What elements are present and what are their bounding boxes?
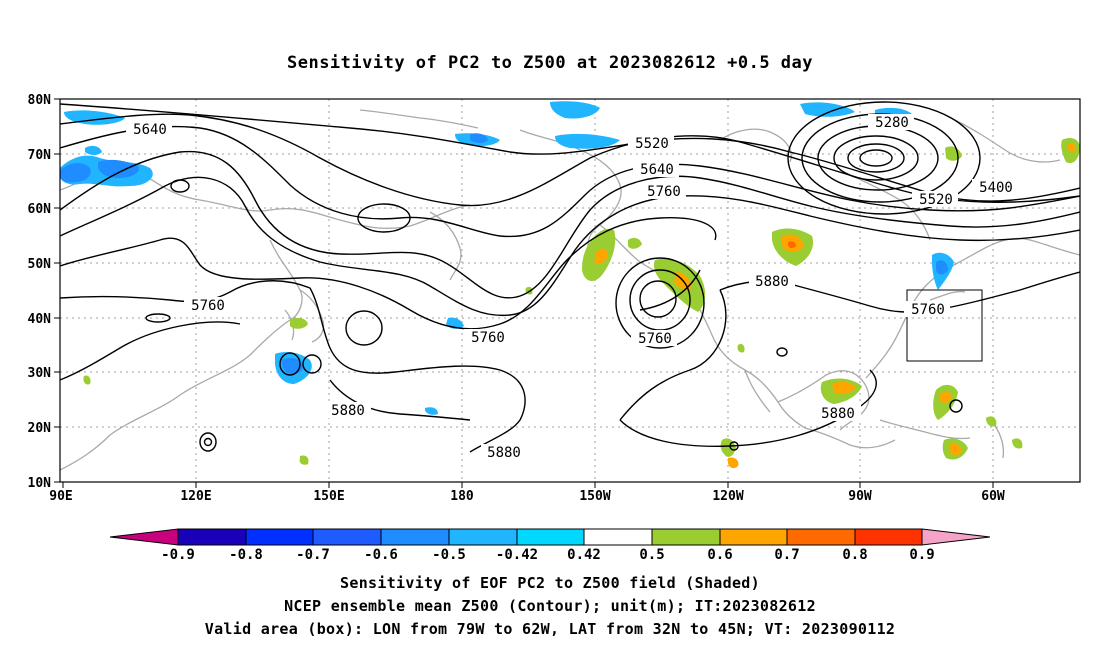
lat-label: 10N: [28, 476, 52, 491]
colorbar-segment: [651, 528, 721, 546]
map-panel: 5640 5520 5640 5760 5280 5400 5520 5760 …: [28, 93, 1081, 504]
colorbar-segment: [177, 528, 247, 546]
colorbar-tick: 0.8: [842, 547, 867, 563]
lat-label: 30N: [28, 366, 52, 381]
colorbar-segment: [245, 528, 314, 546]
colorbar-right-triangle: [921, 528, 991, 546]
contour-label: 5520: [635, 136, 669, 152]
map-border: [59, 98, 1081, 483]
colorbar-tick: -0.42: [496, 547, 538, 563]
colorbar-segment: [583, 528, 653, 546]
contour-label: 5640: [133, 122, 167, 138]
colorbar-segment: [380, 528, 450, 546]
caption-line-3: Valid area (box): LON from 79W to 62W, L…: [205, 620, 895, 638]
lat-label: 80N: [28, 93, 52, 108]
contour-label: 5760: [647, 184, 681, 200]
caption-line-2: NCEP ensemble mean Z500 (Contour); unit(…: [284, 597, 816, 615]
contour-label: 5880: [487, 445, 521, 461]
colorbar-tick-labels: -0.9 -0.8 -0.7 -0.6 -0.5 -0.42 0.42 0.5 …: [161, 547, 935, 563]
colorbar-tick: -0.9: [161, 547, 195, 563]
contour-label: 5880: [755, 274, 789, 290]
contour-labels: 5640 5520 5640 5760 5280 5400 5520 5760 …: [126, 114, 1018, 461]
lon-label: 120E: [180, 489, 211, 504]
colorbar-tick: 0.9: [909, 547, 934, 563]
colorbar-tick: 0.7: [774, 547, 799, 563]
colorbar-tick: 0.5: [639, 547, 664, 563]
colorbar-segment: [719, 528, 788, 546]
lon-label: 90W: [848, 489, 872, 504]
contour-label: 5760: [638, 331, 672, 347]
contour-label: 5400: [979, 180, 1013, 196]
contour-label: 5760: [911, 302, 945, 318]
negative-sensitivity-shading: [60, 101, 954, 415]
lon-label: 150W: [579, 489, 610, 504]
lon-label: 120W: [712, 489, 743, 504]
contour-label: 5880: [821, 406, 855, 422]
contour-label: 5760: [471, 330, 505, 346]
contour-label: 5760: [191, 298, 225, 314]
lat-label: 40N: [28, 312, 52, 327]
lon-label: 180: [450, 489, 474, 504]
z500-contours: [60, 103, 1080, 453]
valid-area-box: [906, 289, 983, 362]
colorbar-left-triangle: [109, 528, 179, 546]
colorbar-tick: 0.42: [567, 547, 601, 563]
lon-label: 90E: [49, 489, 72, 504]
lon-label: 150E: [313, 489, 344, 504]
lon-label: 60W: [981, 489, 1005, 504]
colorbar-tick: 0.6: [707, 547, 732, 563]
lat-label: 20N: [28, 421, 52, 436]
colorbar-tick: -0.8: [229, 547, 263, 563]
lat-label: 50N: [28, 257, 52, 272]
colorbar: -0.9 -0.8 -0.7 -0.6 -0.5 -0.42 0.42 0.5 …: [109, 528, 991, 563]
colorbar-tick: -0.6: [364, 547, 398, 563]
contour-label: 5280: [875, 115, 909, 131]
caption-line-1: Sensitivity of EOF PC2 to Z500 field (Sh…: [340, 574, 760, 592]
colorbar-segment: [786, 528, 856, 546]
colorbar-segment: [516, 528, 585, 546]
axis-ticks: [54, 98, 994, 488]
colorbar-tick: -0.5: [432, 547, 466, 563]
contour-label: 5520: [919, 192, 953, 208]
contour-label: 5880: [331, 403, 365, 419]
lat-label: 60N: [28, 202, 52, 217]
colorbar-segment: [448, 528, 518, 546]
colorbar-segment: [854, 528, 923, 546]
longitude-labels: 90E 120E 150E 180 150W 120W 90W 60W: [49, 489, 1005, 504]
lat-lon-grid: [60, 99, 1080, 482]
map-title: Sensitivity of PC2 to Z500 at 2023082612…: [287, 53, 813, 73]
latitude-labels: 80N 70N 60N 50N 40N 30N 20N 10N: [28, 93, 52, 491]
contour-label: 5640: [640, 162, 674, 178]
colorbar-tick: -0.7: [296, 547, 330, 563]
lat-label: 70N: [28, 148, 52, 163]
colorbar-segment: [312, 528, 382, 546]
